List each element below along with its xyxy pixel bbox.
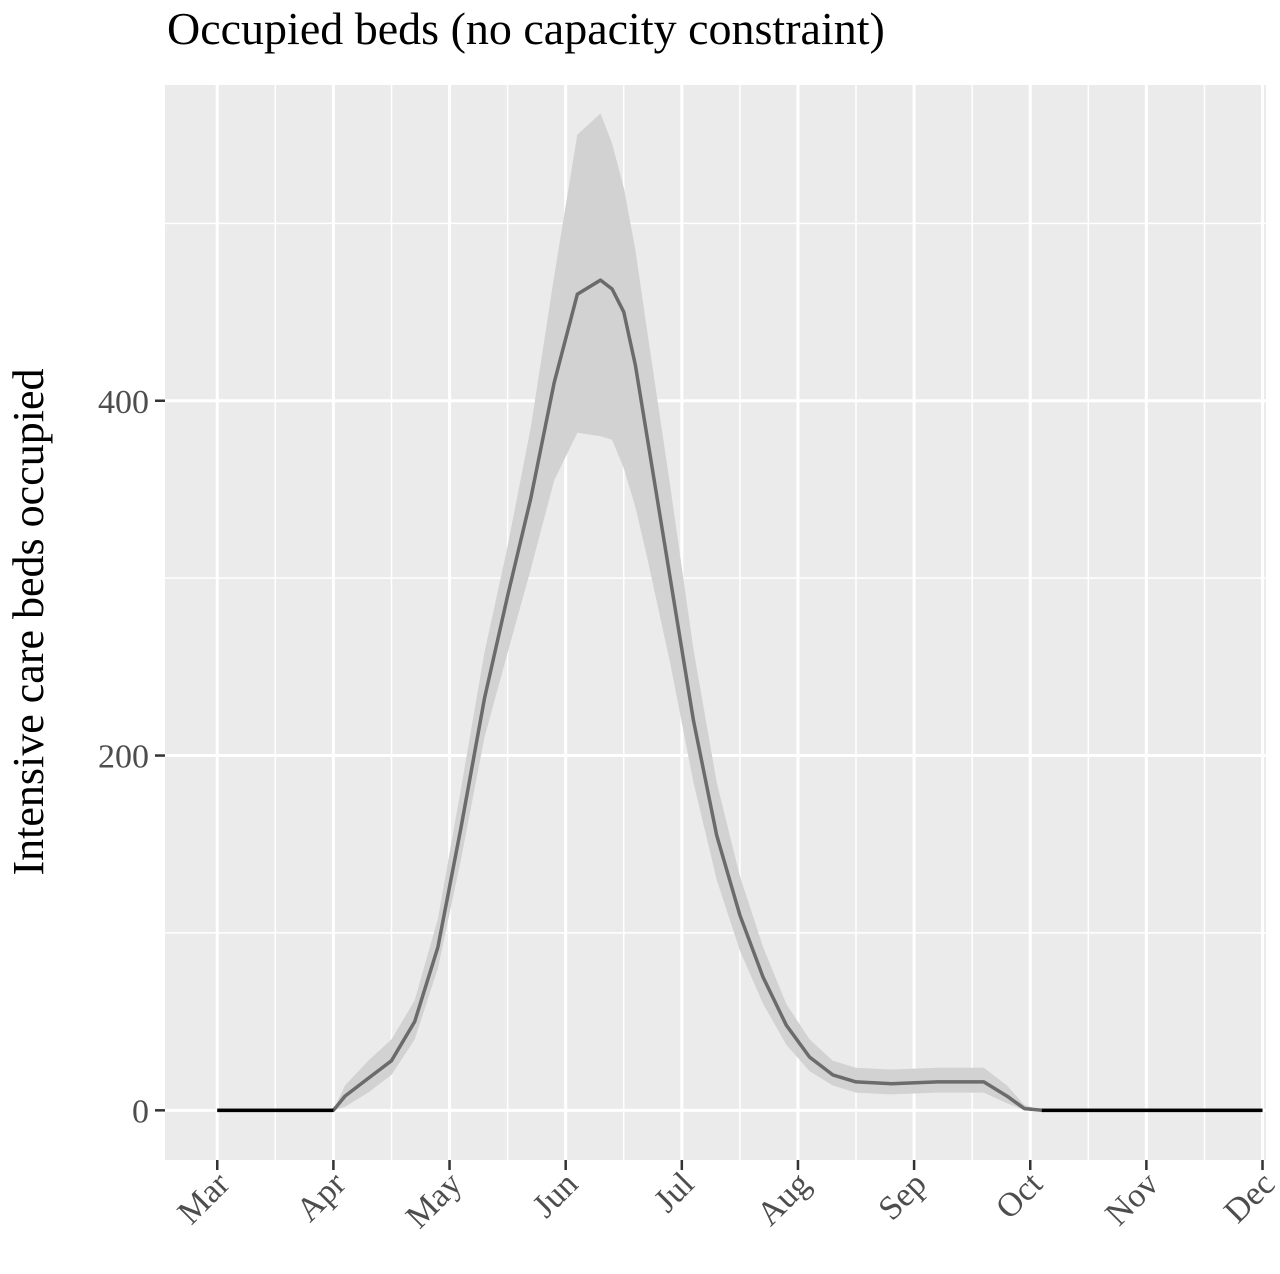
x-tick-label: Sep — [872, 1165, 934, 1227]
y-tick-labels: 0 200 400 — [98, 384, 149, 1131]
x-tick-label: Oct — [989, 1165, 1050, 1226]
series-layer — [217, 113, 1263, 1113]
grid-minor — [165, 85, 1266, 1160]
x-tick-label: Jul — [647, 1165, 701, 1219]
x-tick-label: Aug — [750, 1165, 818, 1233]
x-tick-label: Jun — [526, 1165, 586, 1225]
x-tick-label: Mar — [171, 1165, 238, 1232]
y-tick-label: 400 — [98, 384, 149, 421]
x-tick-label: Nov — [1098, 1165, 1166, 1233]
x-tick-label: May — [399, 1165, 469, 1235]
x-tick-label: Apr — [289, 1165, 353, 1229]
y-tick-label: 0 — [132, 1093, 149, 1130]
median-line — [217, 278, 1263, 1113]
y-axis-label: Intensive care beds occupied — [4, 369, 53, 876]
plot-panel — [165, 85, 1266, 1160]
axis-ticks — [155, 399, 1264, 1170]
x-tick-labels: Mar Apr May Jun Jul Aug Sep Oct Nov Dec — [171, 1165, 1280, 1236]
chart-title: Occupied beds (no capacity constraint) — [167, 3, 885, 54]
y-tick-label: 200 — [98, 739, 149, 776]
x-tick-label: Dec — [1217, 1165, 1280, 1230]
